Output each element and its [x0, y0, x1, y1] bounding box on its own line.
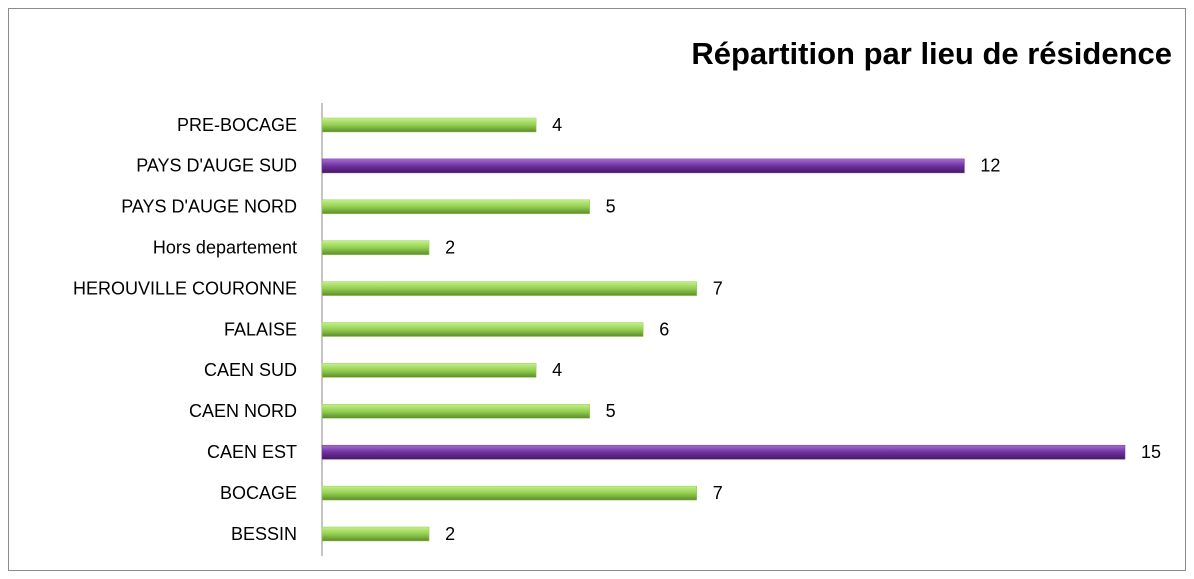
- category-label: PAYS D'AUGE NORD: [121, 197, 297, 217]
- value-label: 7: [713, 483, 723, 503]
- bar: [321, 240, 430, 255]
- category-label: CAEN EST: [207, 442, 297, 462]
- bar: [321, 199, 590, 215]
- value-label: 5: [606, 197, 616, 217]
- category-label: HEROUVILLE COURONNE: [73, 278, 297, 298]
- value-label: 12: [980, 156, 1000, 176]
- value-label: 4: [552, 115, 562, 135]
- category-label: Hors departement: [153, 237, 297, 257]
- value-label: 4: [552, 360, 562, 380]
- value-label: 2: [445, 524, 455, 544]
- bar: [321, 117, 537, 133]
- bar: [321, 485, 697, 501]
- category-label: CAEN NORD: [189, 401, 297, 421]
- bar: [321, 281, 697, 296]
- category-label: BESSIN: [231, 524, 297, 544]
- category-label: CAEN SUD: [204, 360, 297, 380]
- bar: [321, 404, 590, 419]
- bar: [321, 158, 965, 174]
- bar: [321, 526, 430, 542]
- bar: [321, 444, 1126, 460]
- value-label: 6: [659, 319, 669, 339]
- category-label: PAYS D'AUGE SUD: [136, 156, 297, 176]
- chart-title: Répartition par lieu de résidence: [691, 36, 1172, 71]
- value-label: 15: [1141, 442, 1161, 462]
- category-label: BOCAGE: [220, 483, 297, 503]
- value-label: 5: [606, 401, 616, 421]
- bar: [321, 363, 537, 378]
- value-label: 7: [713, 278, 723, 298]
- bar: [321, 322, 644, 337]
- category-label: FALAISE: [224, 319, 297, 339]
- category-label: PRE-BOCAGE: [177, 115, 297, 135]
- value-label: 2: [445, 237, 455, 257]
